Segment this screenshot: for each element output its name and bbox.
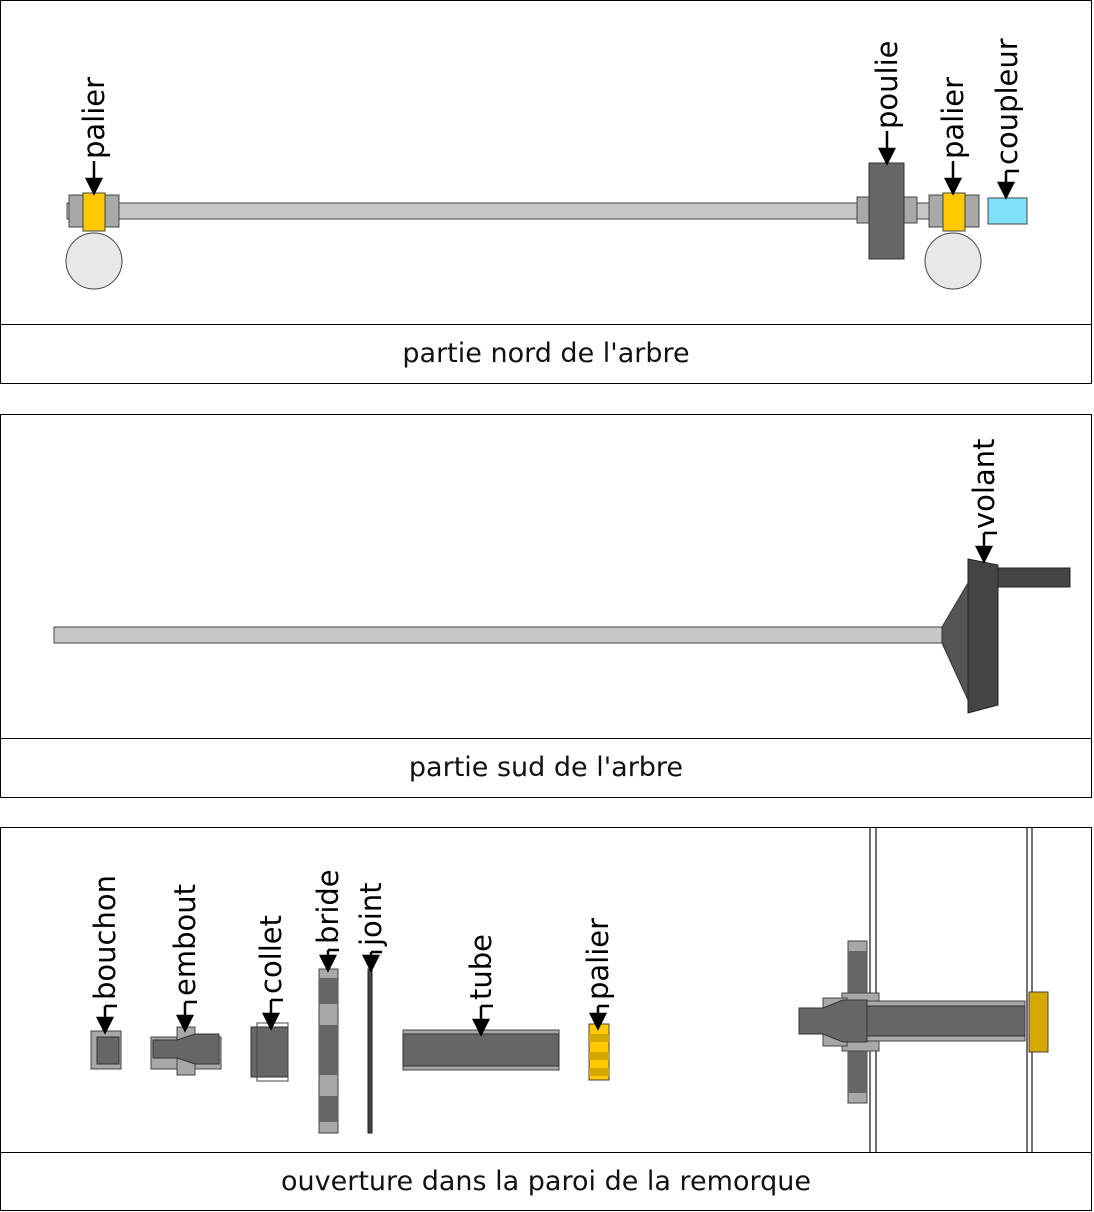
trailer-wall-diagram: bouchon embout collet bride joint tube p…: [88, 828, 1049, 1152]
label-tube: tube: [464, 934, 498, 1000]
caption-wall: ouverture dans la paroi de la remorque: [1, 1152, 1091, 1211]
arrows: [84, 131, 1019, 200]
caption-north: partie nord de l'arbre: [1, 324, 1091, 384]
north-shaft-panel: palier poulie palier coupleur partie nor…: [0, 0, 1092, 384]
label-palier-left: palier: [77, 77, 111, 159]
label-coupleur: coupleur: [990, 38, 1024, 165]
south-shaft-panel: volant partie sud de l'arbre: [0, 414, 1092, 798]
south-shaft: [53, 626, 945, 644]
palier-band-1: [589, 1034, 609, 1042]
south-shaft-diagram: volant: [53, 439, 1071, 714]
label-poulie: poulie: [870, 41, 904, 130]
arrows-south: [974, 531, 997, 564]
joint-part: [367, 968, 373, 1134]
bouchon-inner: [96, 1036, 120, 1065]
north-shaft-diagram: palier poulie palier coupleur: [65, 38, 1028, 290]
flywheel-hub: [941, 581, 969, 701]
label-embout: embout: [168, 884, 202, 996]
assembly-palier: [1028, 991, 1049, 1053]
assembly-tube-inner: [866, 1005, 1026, 1037]
label-bouchon: bouchon: [88, 875, 122, 1000]
label-palier-wall: palier: [581, 918, 615, 1000]
pulley: [868, 162, 905, 260]
label-collet: collet: [254, 915, 288, 994]
left-support-wheel: [65, 232, 123, 290]
bride-inner-3: [319, 1096, 338, 1122]
label-bride: bride: [311, 869, 345, 944]
coupler: [987, 197, 1028, 225]
label-palier-right: palier: [936, 77, 970, 159]
north-shaft: [66, 202, 968, 220]
palier-band-2: [589, 1052, 609, 1060]
label-volant: volant: [967, 439, 1001, 529]
arrows-wall: [95, 948, 609, 1037]
label-joint: joint: [354, 882, 388, 947]
right-support-wheel: [924, 232, 982, 290]
bride-inner-1: [319, 978, 338, 1004]
right-bearing: [942, 192, 966, 232]
caption-south: partie sud de l'arbre: [1, 738, 1091, 798]
bride-inner-2: [319, 1025, 338, 1075]
tube-inner: [402, 1033, 560, 1067]
palier-band-3: [589, 1068, 609, 1076]
assembly-cone: [798, 999, 868, 1043]
trailer-wall-panel: bouchon embout collet bride joint tube p…: [0, 827, 1092, 1211]
embout-cone: [152, 1033, 220, 1065]
left-bearing: [82, 192, 106, 232]
flywheel: [967, 558, 999, 714]
crank-handle: [997, 567, 1071, 588]
